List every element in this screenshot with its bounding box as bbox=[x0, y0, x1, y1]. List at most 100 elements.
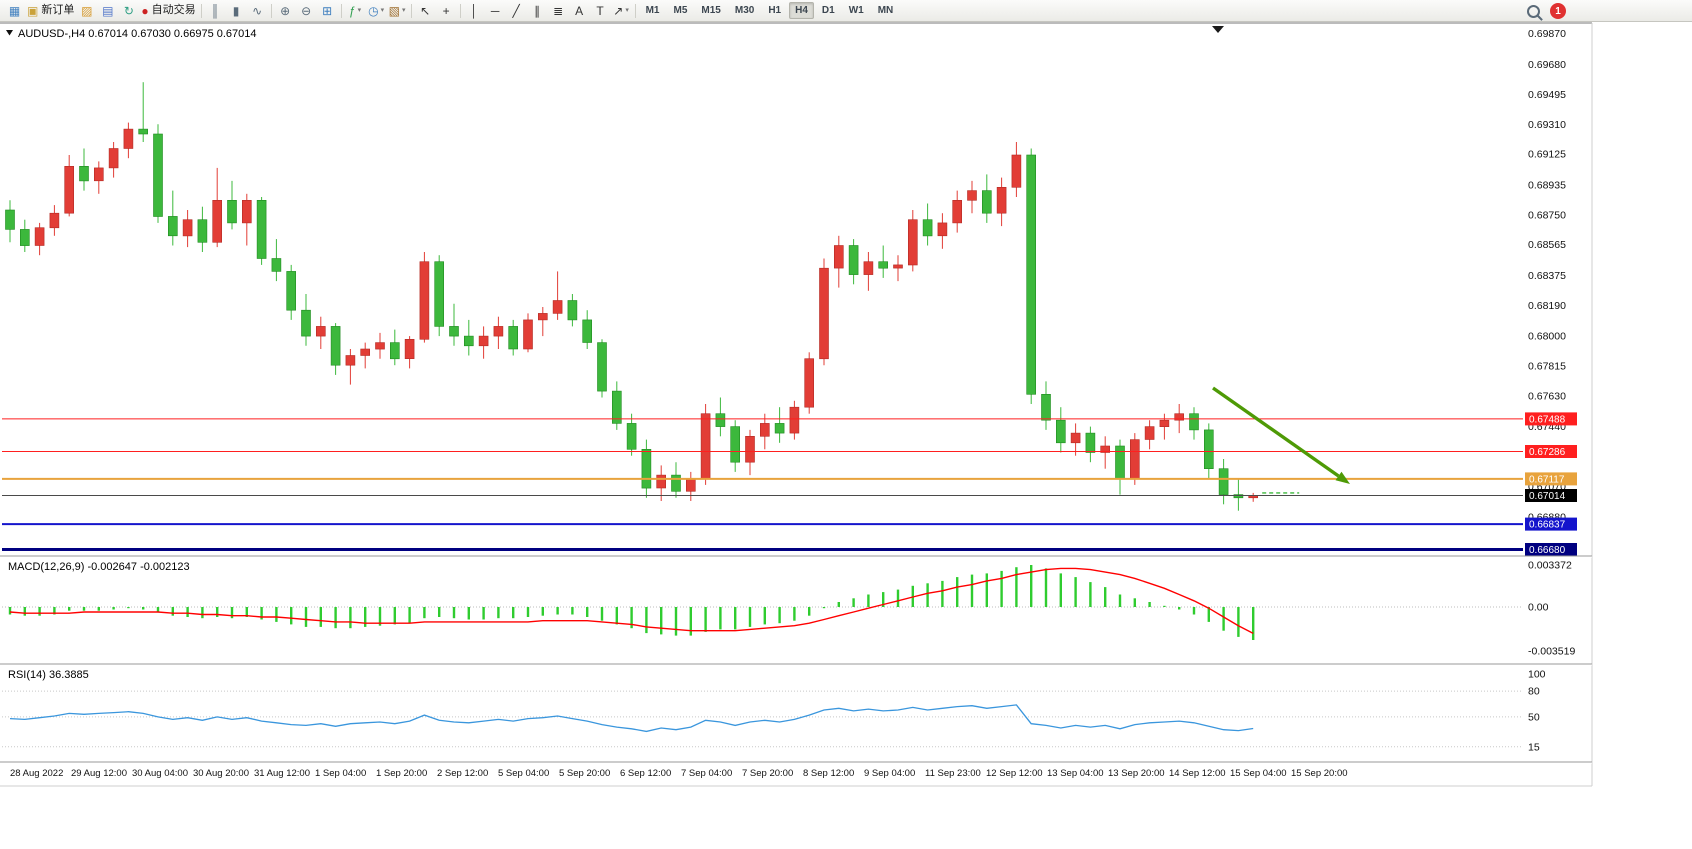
hline-0.67286[interactable]: 0.67286 bbox=[2, 445, 1577, 458]
toolbar-separator bbox=[459, 3, 461, 18]
chart-canvas[interactable] bbox=[1, 24, 1523, 556]
line-chart-icon: ∿ bbox=[252, 3, 263, 18]
toolbar-separator bbox=[200, 3, 202, 18]
templates-icon[interactable]: ▧ ▾ bbox=[387, 2, 408, 20]
arrows-icon[interactable]: ↗ ▾ bbox=[611, 2, 632, 20]
rsi-axis-label: 100 bbox=[1528, 669, 1546, 681]
toolbar-separator bbox=[634, 3, 636, 18]
zoom-in-icon[interactable]: ⊕ bbox=[275, 2, 296, 20]
price-label-text: 0.66837 bbox=[1529, 520, 1566, 531]
time-axis-label: 2 Sep 12:00 bbox=[437, 768, 488, 779]
toolbar-separator bbox=[340, 3, 342, 18]
toolbar-buttons: ▦ ▣ 新订单 ▨ ▤ ↻ ● 自动交易 ║ ▮ ∿ ⊕ ⊖ ⊞ ƒ ▾ ◷ ▾ ▧ ▾ ↖ + │ ─ ╱ ∥ ≣ A T ↗ ▾ M1 M5… bbox=[4, 2, 900, 20]
time-axis-label: 30 Aug 04:00 bbox=[132, 768, 188, 779]
chart-window-icon[interactable]: ▦ bbox=[4, 2, 25, 20]
trendline-icon[interactable]: ╱ bbox=[506, 2, 527, 20]
zoom-in-icon: ⊕ bbox=[280, 3, 291, 18]
timeframe-m1[interactable]: M1 bbox=[645, 5, 660, 16]
timeframe-h4[interactable]: H4 bbox=[789, 2, 814, 19]
text-icon[interactable]: A bbox=[569, 2, 590, 20]
time-axis-label: 6 Sep 12:00 bbox=[620, 768, 671, 779]
time-axis-label: 13 Sep 20:00 bbox=[1108, 768, 1165, 779]
price-label-box bbox=[1525, 445, 1577, 458]
chevron-down-icon: ▾ bbox=[625, 7, 629, 14]
time-axis-label: 12 Sep 12:00 bbox=[986, 768, 1043, 779]
price-label-text: 0.67488 bbox=[1529, 414, 1566, 425]
label-icon[interactable]: T bbox=[590, 2, 611, 20]
vertical-line-icon: │ bbox=[470, 3, 478, 18]
trendline-icon: ╱ bbox=[512, 3, 520, 18]
macd-axis-label: -0.003519 bbox=[1528, 645, 1575, 657]
time-axis-label: 7 Sep 20:00 bbox=[742, 768, 793, 779]
price-axis-label: 0.68565 bbox=[1528, 239, 1566, 251]
tile-windows-icon[interactable]: ⊞ bbox=[317, 2, 338, 20]
chevron-down-icon: ▾ bbox=[357, 7, 362, 14]
price-label-box bbox=[1525, 517, 1577, 531]
price-axis-label: 0.68000 bbox=[1528, 331, 1566, 343]
horizontal-line-icon: ─ bbox=[490, 3, 500, 18]
market-watch-icon[interactable]: ▤ bbox=[97, 2, 118, 20]
bar-chart-icon[interactable]: ║ bbox=[205, 2, 226, 20]
price-axis-label: 0.67630 bbox=[1528, 390, 1566, 402]
rsi-axis-label: 80 bbox=[1528, 686, 1540, 698]
bar-chart-icon: ║ bbox=[210, 3, 220, 18]
rsi-label: RSI(14) 36.3885 bbox=[8, 669, 89, 681]
horizontal-line-icon[interactable]: ─ bbox=[485, 2, 506, 20]
price-axis-label: 0.68190 bbox=[1528, 300, 1566, 312]
hline-0.67014[interactable]: 0.67014 bbox=[2, 489, 1577, 502]
text-icon: A bbox=[575, 3, 584, 18]
cursor-icon[interactable]: ↖ bbox=[415, 2, 436, 20]
zoom-out-icon[interactable]: ⊖ bbox=[296, 2, 317, 20]
rsi-axis-label: 15 bbox=[1528, 741, 1540, 753]
trend-arrow[interactable] bbox=[1212, 386, 1350, 484]
hline-0.67488[interactable]: 0.67488 bbox=[2, 412, 1577, 426]
price-axis-label: 0.69125 bbox=[1528, 149, 1566, 161]
time-axis-label: 1 Sep 04:00 bbox=[315, 768, 366, 779]
timeframe-m30[interactable]: M30 bbox=[734, 5, 755, 16]
channel-icon: ∥ bbox=[534, 3, 541, 18]
timeframe-w1[interactable]: W1 bbox=[848, 5, 864, 16]
chart-shift-marker[interactable] bbox=[1212, 26, 1224, 33]
price-axis-label: 0.67815 bbox=[1528, 361, 1566, 373]
crosshair-icon[interactable]: + bbox=[436, 2, 457, 20]
time-axis-label: 7 Sep 04:00 bbox=[681, 768, 732, 779]
hline-0.66837[interactable]: 0.66837 bbox=[2, 517, 1577, 531]
candlestick-chart-icon: ▮ bbox=[232, 3, 240, 18]
periods-icon[interactable]: ◷ ▾ bbox=[366, 2, 387, 20]
fibonacci-icon[interactable]: ≣ bbox=[548, 2, 569, 20]
price-axis-label: 0.68750 bbox=[1528, 209, 1566, 221]
hline-0.66680[interactable]: 0.66680 bbox=[2, 543, 1577, 556]
candles bbox=[5, 82, 1258, 511]
channel-icon[interactable]: ∥ bbox=[527, 2, 548, 20]
toolbar-right: 1 bbox=[1527, 3, 1566, 19]
notification-badge[interactable]: 1 bbox=[1550, 3, 1566, 19]
time-axis-label: 5 Sep 20:00 bbox=[559, 768, 610, 779]
indicators-icon[interactable]: ƒ ▾ bbox=[345, 2, 366, 20]
vertical-line-icon[interactable]: │ bbox=[464, 2, 485, 20]
timeframe-m5[interactable]: M5 bbox=[673, 5, 688, 16]
search-icon[interactable] bbox=[1527, 4, 1540, 18]
candlestick-chart-icon[interactable]: ▮ bbox=[226, 2, 247, 20]
refresh-icon[interactable]: ↻ bbox=[118, 2, 139, 20]
time-axis-label: 29 Aug 12:00 bbox=[71, 768, 127, 779]
rsi-line bbox=[9, 704, 1254, 733]
scripts-icon[interactable]: ▨ bbox=[76, 2, 97, 20]
time-axis[interactable]: 28 Aug 2022 29 Aug 12:00 30 Aug 04:00 30 Au… bbox=[10, 768, 1348, 779]
line-chart-icon[interactable]: ∿ bbox=[247, 2, 268, 20]
new-order-button: ▣ bbox=[27, 3, 39, 18]
new-order-button[interactable]: ▣ 新订单 bbox=[25, 2, 76, 20]
new-order-button-label: 新订单 bbox=[41, 4, 75, 16]
price-axis-label: 0.69680 bbox=[1528, 59, 1566, 71]
rsi-panel: RSI(14) 36.3885 100 80 50 15 bbox=[2, 669, 1546, 753]
timeframe-m15[interactable]: M15 bbox=[701, 5, 721, 16]
timeframe-h1[interactable]: H1 bbox=[768, 5, 782, 16]
time-axis-label: 13 Sep 04:00 bbox=[1047, 768, 1104, 779]
hline-0.67117[interactable]: 0.67117 bbox=[2, 472, 1577, 486]
autotrade-button[interactable]: ● 自动交易 bbox=[139, 2, 197, 20]
timeframe-d1[interactable]: D1 bbox=[821, 5, 835, 16]
time-axis-label: 8 Sep 12:00 bbox=[803, 768, 854, 779]
zoom-out-icon: ⊖ bbox=[301, 3, 312, 18]
symbol-collapse-icon[interactable] bbox=[6, 30, 13, 36]
timeframe-mn[interactable]: MN bbox=[877, 5, 894, 16]
